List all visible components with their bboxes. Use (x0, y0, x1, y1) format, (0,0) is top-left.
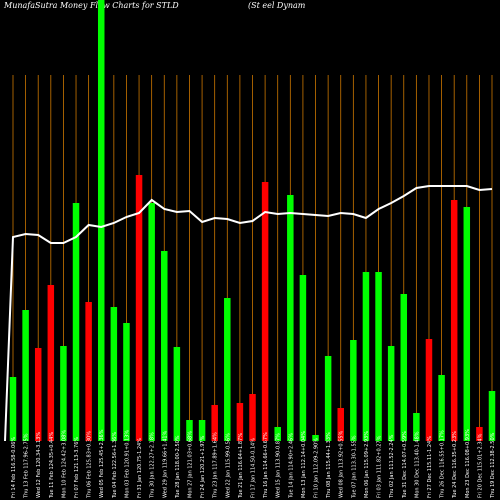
bar (60, 346, 67, 441)
x-tick-label: Tue 14 Jan 114.90+2.46% (288, 433, 294, 499)
bar (198, 420, 206, 441)
bar (425, 339, 433, 441)
bar (72, 203, 80, 441)
x-tick-label: Thu 26 Dec 116.55+0.17% (440, 430, 446, 499)
bar (488, 391, 496, 441)
x-tick-label: Fri 03 Jan 111.82+0.27% (377, 435, 383, 498)
x-tick-label: Tue 04 Feb 122.56+1.36% (112, 432, 118, 499)
x-tick-label: Mon 10 Feb 124.42+3.08% (61, 430, 67, 498)
x-tick-label: Mon 30 Dec 113.40-1.48% (414, 431, 420, 498)
x-tick-label: Wed 08 Jan 113.92+0.55% (339, 430, 345, 498)
x-tick-label: Fri 17 Jan 114.50-0.14% (251, 438, 257, 498)
x-tick-labels: Fri 14 Feb 116.58-0.06% Thu 13 Feb 117.96… (11, 429, 496, 499)
x-tick-label: Thu 19 Dec 112.38-2.50% (490, 432, 496, 499)
bar (186, 420, 193, 441)
bar (211, 405, 218, 441)
price-line-group (4, 185, 493, 442)
x-tick-label: Fri 07 Feb 121.13-3.76% (74, 437, 80, 498)
x-tick-label: Wed 05 Feb 125.45+2.36% (99, 429, 105, 498)
bar (261, 182, 269, 441)
bar (249, 394, 256, 441)
bar (362, 272, 370, 441)
bar (123, 323, 130, 441)
bar (299, 275, 307, 441)
x-tick-label: Thu 06 Feb 125.83+0.30% (87, 431, 93, 499)
x-tick-label: Mon 27 Jan 121.03+0.68% (187, 431, 193, 498)
x-tick-label: Thu 16 Jan 114.66+0.67% (263, 432, 269, 499)
x-tick-label: Thu 30 Jan 122.27+2.18% (150, 432, 156, 499)
bar (400, 294, 408, 441)
bar (97, 0, 105, 441)
x-tick-label: Wed 15 Jan 113.90-0.87% (276, 433, 282, 498)
x-tick-label: Fri 24 Jan 120.21+1.97% (200, 435, 206, 498)
bar (274, 427, 281, 441)
bars (9, 0, 496, 441)
x-tick-label: Thu 13 Feb 117.96-2.75% (24, 433, 30, 499)
bar (463, 207, 471, 441)
x-tick-label: Fri 27 Dec 115.11-1.24% (427, 436, 433, 498)
x-tick-label: Thu 02 Jan 111.52-2.24% (389, 434, 395, 499)
bar (47, 285, 55, 441)
bar (9, 377, 17, 441)
bar (224, 298, 231, 441)
bar (324, 356, 332, 441)
bar (110, 307, 118, 441)
bar (350, 340, 357, 441)
x-tick-label: Mon 03 Feb 120.91+0.13% (124, 430, 130, 498)
bar (387, 346, 395, 441)
bar (413, 413, 420, 441)
bar (438, 375, 445, 441)
x-tick-label: Tue 28 Jan 118.00-2.50% (175, 435, 181, 499)
price-line (4, 185, 493, 442)
x-tick-label: Fri 31 Jan 120.75-1.24% (137, 438, 143, 498)
x-tick-label: Thu 23 Jan 117.89+1.64% (213, 432, 219, 499)
bar (476, 427, 483, 441)
bar (312, 435, 319, 441)
x-tick-label: Tue 21 Jan 116.64+1.87% (238, 433, 244, 499)
x-tick-label: Mon 13 Jan 112.14+0.04% (301, 431, 307, 498)
x-tick-label: Tue 31 Dec 114.07+0.59% (402, 431, 408, 499)
bar (85, 302, 92, 441)
x-tick-label: Tue 11 Feb 124.35+0.44% (49, 432, 55, 499)
x-tick-label: Tue 24 Dec 116.35+0.23% (452, 431, 458, 499)
x-tick-label: Wed 22 Jan 115.99-0.56% (225, 433, 231, 498)
x-tick-label: Tue 07 Jan 113.30-1.55% (351, 435, 357, 499)
x-tick-label: Wed 29 Jan 119.66+1.41% (162, 430, 168, 498)
bar (173, 347, 181, 441)
grid-lines (12, 75, 493, 441)
bar (135, 175, 143, 441)
bar (161, 251, 168, 441)
bar (287, 195, 294, 441)
chart-title-left: MunafaSutra Money Flow Charts for STLD (3, 1, 179, 10)
bar (375, 272, 382, 441)
chart-title-right: (St eel Dynam (248, 1, 306, 10)
x-tick-label: Fri 10 Jan 112.09-2.90% (314, 438, 320, 498)
bar (34, 348, 42, 441)
x-tick-label: Wed 12 Feb 120.34-3.13% (36, 432, 42, 498)
x-tick-label: Fri 20 Dec 115.01+2.34% (477, 433, 483, 498)
bar (148, 203, 155, 441)
bar (22, 310, 29, 441)
x-tick-label: Fri 14 Feb 116.58-0.06% (11, 437, 17, 498)
x-tick-label: Mon 06 Jan 115.09+2.93% (364, 431, 370, 498)
bar (236, 403, 244, 441)
x-tick-label: Mon 23 Dec 116.08+0.93% (465, 429, 471, 498)
bar (450, 200, 458, 441)
bar (337, 408, 344, 441)
x-tick-label: Thu 08 Jan 115.44+1.33% (326, 432, 332, 499)
